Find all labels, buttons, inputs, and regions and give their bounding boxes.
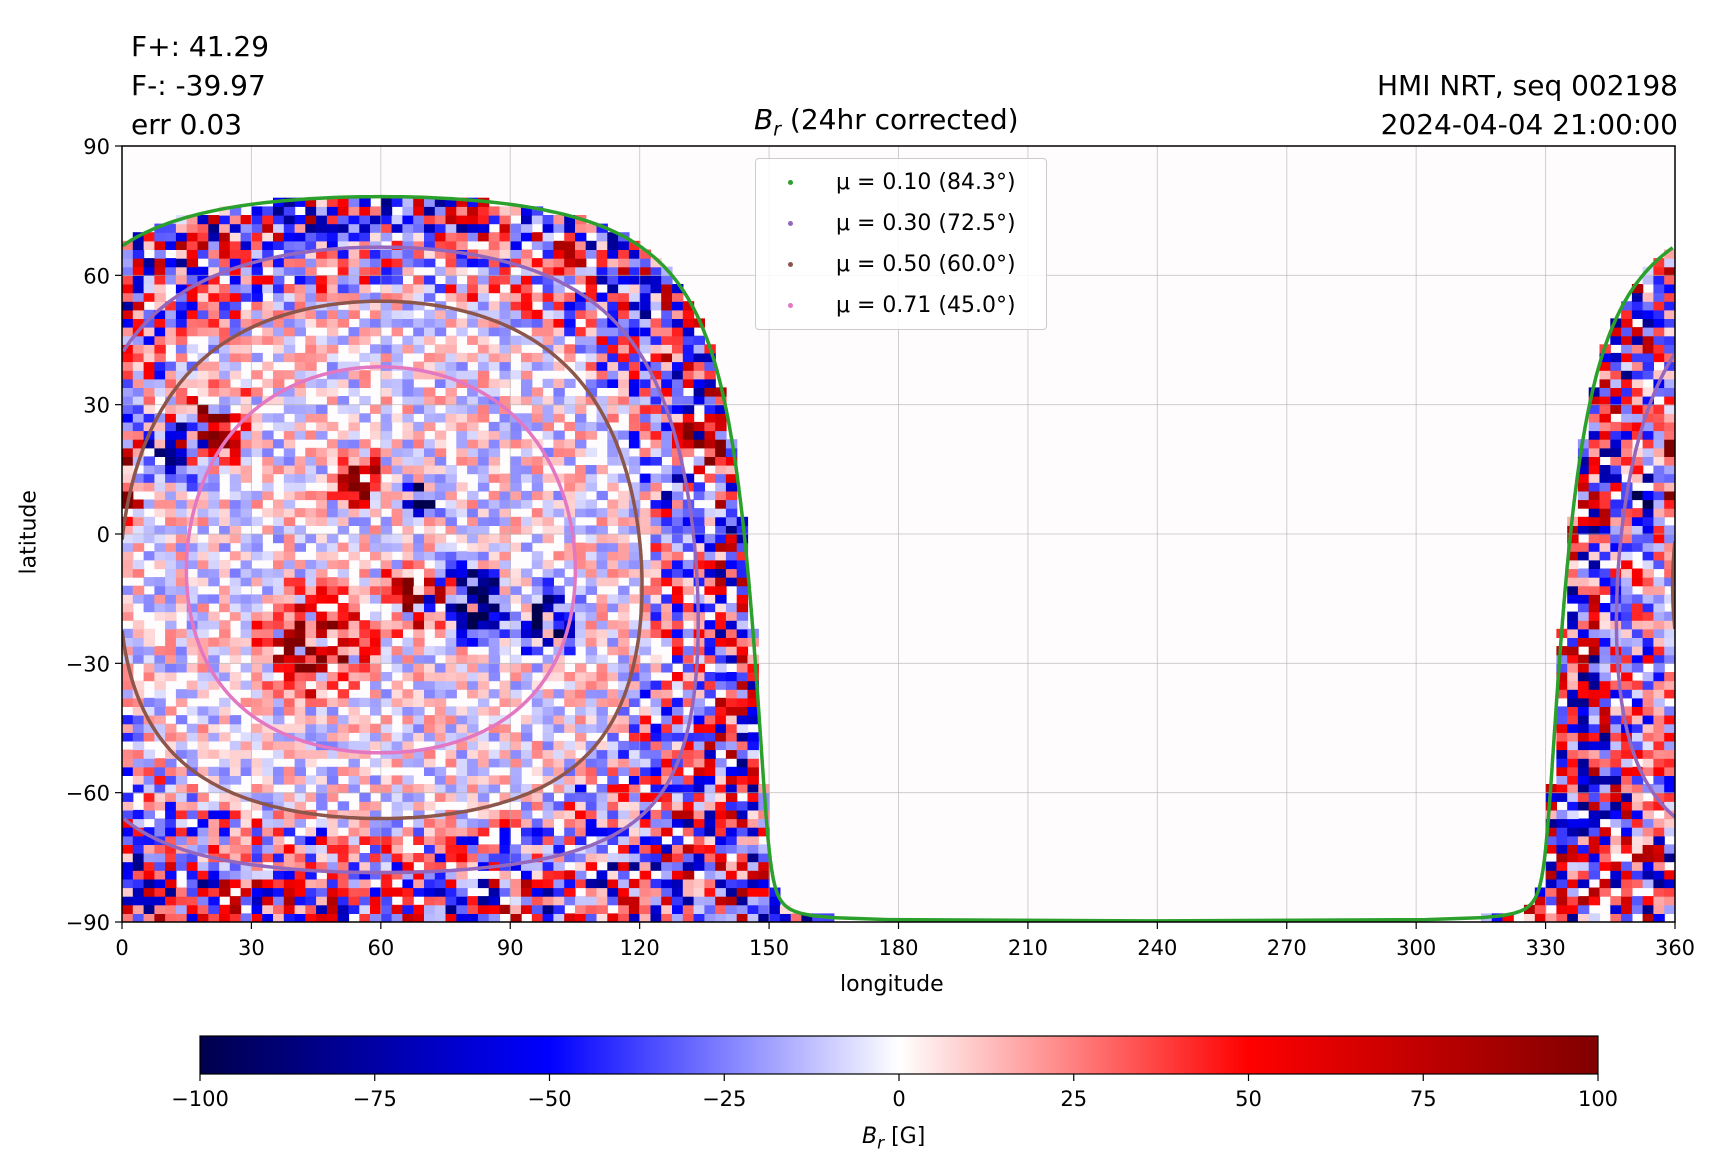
- legend-item-mu-050: μ = 0.50 (60.0°): [756, 245, 1046, 285]
- x-tick-label: 270: [1267, 936, 1307, 960]
- colorbar-tick-label: −100: [171, 1087, 229, 1111]
- x-tick-label: 90: [497, 936, 524, 960]
- legend-marker-mu-050: [788, 262, 793, 267]
- cbar-unit: [G]: [884, 1124, 926, 1149]
- legend-marker-mu-071: [788, 303, 793, 308]
- legend-label-mu-050: μ = 0.50 (60.0°): [836, 252, 1016, 277]
- data-source: HMI NRT, seq 002198: [1376, 69, 1678, 102]
- x-tick-label: 180: [878, 936, 918, 960]
- x-tick-label: 240: [1137, 936, 1177, 960]
- x-tick-label: 0: [115, 936, 128, 960]
- mu-contour-1-segment-2: [122, 541, 700, 875]
- colorbar-tick-label: 0: [892, 1087, 905, 1111]
- axis-ticks: 0 30 60 90 120 150 180 210 240 270 300 330 360906030…: [66, 135, 1695, 960]
- legend-item-mu-071: μ = 0.71 (45.0°): [756, 286, 1046, 326]
- colorbar-label: Br [G]: [862, 1124, 925, 1153]
- chart-title: Br (24hr corrected): [754, 103, 1019, 147]
- legend-label-mu-010: μ = 0.10 (84.3°): [836, 170, 1016, 195]
- x-tick-label: 330: [1526, 936, 1566, 960]
- y-tick-label: −60: [66, 782, 110, 806]
- y-tick-label: 90: [83, 135, 110, 159]
- legend-label-mu-071: μ = 0.71 (45.0°): [836, 293, 1016, 318]
- title-subscript: r: [773, 118, 782, 141]
- y-axis-label: latitude: [16, 490, 42, 575]
- x-tick-label: 360: [1655, 936, 1695, 960]
- y-tick-label: −90: [66, 911, 110, 935]
- x-tick-label: 150: [749, 936, 789, 960]
- observation-datetime: 2024-04-04 21:00:00: [1380, 108, 1678, 141]
- colorbar-tick-label: −25: [702, 1087, 746, 1111]
- x-tick-label: 300: [1396, 936, 1436, 960]
- legend-marker-mu-030: [788, 221, 793, 226]
- x-axis-label: longitude: [840, 972, 944, 997]
- y-tick-label: 0: [97, 523, 110, 547]
- colorbar-tick-label: 25: [1060, 1087, 1087, 1111]
- colorbar-tick-label: 100: [1578, 1087, 1618, 1111]
- legend-label-mu-030: μ = 0.30 (72.5°): [836, 211, 1016, 236]
- legend-item-mu-010: μ = 0.10 (84.3°): [756, 163, 1046, 203]
- y-tick-label: 60: [83, 264, 110, 288]
- flux-negative: F-: -39.97: [131, 69, 266, 102]
- mu-contour-2-segment-0: [122, 299, 643, 548]
- magnetogram-heatmap: [122, 197, 1675, 922]
- mu-contour-3-segment-0: [184, 365, 578, 755]
- cbar-subscript: r: [877, 1133, 885, 1153]
- mu-contours: [122, 194, 1675, 922]
- colorbar-tick-label: −75: [353, 1087, 397, 1111]
- mu-contour-0-segment-1: [742, 246, 1674, 922]
- colorbar-tick-label: −50: [527, 1087, 571, 1111]
- colorbar-ticks: −100 −75 −50 −25 0 25 50 75 100: [171, 1074, 1618, 1111]
- mu-contour-2-segment-1: [1670, 541, 1675, 630]
- colorbar-tick-label: 50: [1235, 1087, 1262, 1111]
- flux-error: err 0.03: [131, 108, 243, 141]
- legend: μ = 0.10 (84.3°) μ = 0.30 (72.5°) μ = 0.…: [755, 158, 1047, 330]
- mu-contour-2-segment-2: [122, 546, 644, 821]
- colorbar-tick-label: 75: [1410, 1087, 1437, 1111]
- x-tick-label: 210: [1008, 936, 1048, 960]
- mu-contour-1-segment-0: [122, 245, 696, 542]
- legend-item-mu-030: μ = 0.30 (72.5°): [756, 204, 1046, 244]
- x-tick-label: 30: [238, 936, 265, 960]
- cbar-symbol: B: [862, 1124, 878, 1149]
- y-tick-label: −30: [66, 652, 110, 676]
- legend-marker-mu-010: [788, 180, 793, 185]
- x-tick-label: 60: [367, 936, 394, 960]
- x-tick-label: 120: [620, 936, 660, 960]
- title-rest: (24hr corrected): [781, 103, 1019, 136]
- mu-contour-1-segment-1: [1614, 352, 1675, 819]
- flux-positive: F+: 41.29: [131, 30, 270, 63]
- mu-contour-0-segment-0: [122, 194, 747, 537]
- title-symbol: B: [754, 103, 774, 136]
- colorbar: [199, 1035, 1599, 1075]
- y-tick-label: 30: [83, 394, 110, 418]
